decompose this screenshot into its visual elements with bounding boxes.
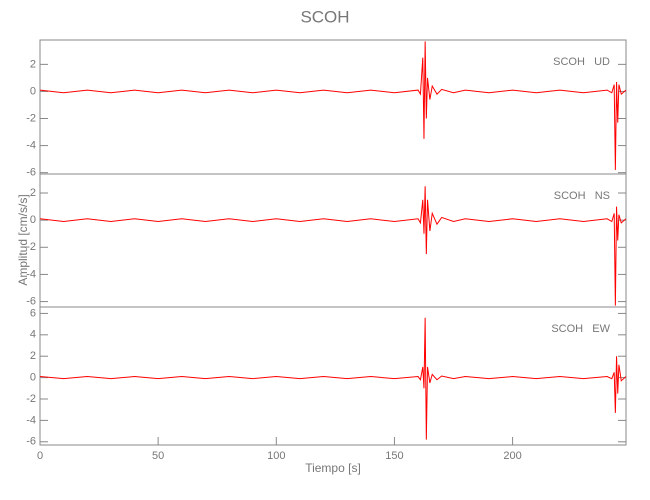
panel-label: SCOH NS [554,190,610,202]
y-tick-label: 6 [30,307,36,319]
y-tick-label: 0 [30,85,36,97]
panel-frame [39,39,627,175]
x-axis-label: Tiempo [s] [305,461,361,475]
panel-label: SCOH EW [551,323,610,335]
x-tick-label: 100 [267,450,285,462]
y-tick-label: -6 [26,167,36,179]
trace [39,317,627,440]
x-tick-label: 50 [152,450,164,462]
panel-label: SCOH UD [553,56,610,68]
panel-frame [39,306,627,446]
y-tick-label: 0 [30,372,36,384]
y-tick-label: 0 [30,214,36,226]
y-tick-label: 2 [30,187,36,199]
y-tick-label: -4 [26,414,36,426]
x-tick-label: 150 [385,450,403,462]
y-tick-label: -2 [26,393,36,405]
y-tick-label: -6 [26,295,36,307]
y-tick-label: -2 [26,241,36,253]
x-tick-label: 0 [37,450,43,462]
y-tick-label: -6 [26,436,36,448]
chart-title: SCOH [300,7,349,26]
trace [39,41,627,170]
x-tick-label: 200 [503,450,521,462]
y-tick-label: -4 [26,268,36,280]
trace [39,186,627,306]
y-axis-label: Amplitud [cm/s/s] [16,194,30,285]
y-tick-label: 2 [30,58,36,70]
y-tick-label: -2 [26,112,36,124]
y-tick-label: 2 [30,350,36,362]
y-tick-label: -4 [26,139,36,151]
panel-frame [39,173,627,308]
y-tick-label: 4 [30,329,36,341]
